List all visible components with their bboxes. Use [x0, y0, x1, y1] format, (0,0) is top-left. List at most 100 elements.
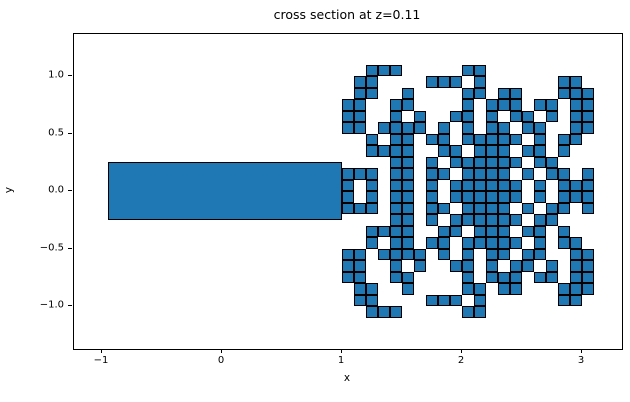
mesh-cell: [510, 179, 522, 191]
mesh-cell: [426, 202, 438, 214]
mesh-cell: [522, 122, 534, 134]
mesh-cell: [534, 145, 546, 157]
mesh-cell: [534, 271, 546, 283]
mesh-cell: [486, 99, 498, 111]
mesh-cell: [414, 260, 426, 272]
mesh-cell: [366, 306, 378, 318]
mesh-cell: [426, 294, 438, 306]
mesh-cell: [462, 133, 474, 145]
mesh-cell: [570, 99, 582, 111]
mesh-cell: [354, 87, 366, 99]
mesh-cell: [390, 306, 402, 318]
mesh-cell: [558, 283, 570, 295]
x-tick-mark: [221, 349, 222, 353]
mesh-cell: [414, 122, 426, 134]
mesh-cell: [354, 294, 366, 306]
mesh-cell: [498, 168, 510, 180]
mesh-cell: [534, 179, 546, 191]
mesh-cell: [354, 271, 366, 283]
mesh-cell: [390, 145, 402, 157]
mesh-cell: [510, 237, 522, 249]
mesh-cell: [570, 191, 582, 203]
mesh-cell: [570, 179, 582, 191]
mesh-cell: [354, 99, 366, 111]
x-axis-label: x: [343, 372, 351, 384]
mesh-cell: [534, 225, 546, 237]
mesh-cell: [462, 191, 474, 203]
mesh-cell: [378, 248, 390, 260]
mesh-cell: [582, 87, 594, 99]
mesh-cell: [462, 260, 474, 272]
mesh-cell: [510, 271, 522, 283]
mesh-cell: [438, 225, 450, 237]
x-tick-mark: [461, 349, 462, 353]
mesh-cell: [582, 179, 594, 191]
mesh-cell: [534, 156, 546, 168]
mesh-cell: [474, 87, 486, 99]
mesh-cell: [486, 191, 498, 203]
mesh-cell: [342, 122, 354, 134]
mesh-cell: [498, 271, 510, 283]
mesh-cell: [462, 179, 474, 191]
mesh-cell: [474, 145, 486, 157]
y-tick-mark: [68, 247, 72, 249]
mesh-cell: [498, 133, 510, 145]
mesh-cell: [474, 76, 486, 88]
mesh-cell: [582, 283, 594, 295]
mesh-cell: [498, 179, 510, 191]
mesh-cell: [486, 260, 498, 272]
mesh-cell: [390, 133, 402, 145]
mesh-cell: [450, 76, 462, 88]
mesh-cell: [582, 168, 594, 180]
mesh-cell: [402, 168, 414, 180]
mesh-cell: [558, 225, 570, 237]
mesh-cell: [426, 179, 438, 191]
mesh-cell: [558, 76, 570, 88]
mesh-cell: [486, 122, 498, 134]
mesh-cell: [450, 110, 462, 122]
mesh-cell: [402, 214, 414, 226]
mesh-cell: [498, 156, 510, 168]
mesh-cell: [390, 202, 402, 214]
mesh-cell: [450, 191, 462, 203]
mesh-cell: [462, 168, 474, 180]
mesh-cell: [510, 283, 522, 295]
mesh-cell: [486, 133, 498, 145]
plot-title: cross section at z=0.11: [273, 7, 421, 22]
mesh-cell: [438, 76, 450, 88]
mesh-cell: [366, 145, 378, 157]
mesh-cell: [402, 133, 414, 145]
mesh-cell: [582, 248, 594, 260]
mesh-cell: [402, 202, 414, 214]
mesh-cell: [342, 168, 354, 180]
mesh-cell: [462, 214, 474, 226]
x-tick-mark: [581, 349, 582, 353]
mesh-cell: [462, 306, 474, 318]
mesh-cell: [510, 214, 522, 226]
mesh-cell: [462, 248, 474, 260]
mesh-cell: [570, 87, 582, 99]
mesh-cell: [390, 99, 402, 111]
mesh-cell: [354, 122, 366, 134]
mesh-cell: [498, 145, 510, 157]
x-tick-label: 1: [337, 355, 345, 366]
x-tick-label: 3: [577, 355, 585, 366]
mesh-cell: [426, 76, 438, 88]
mesh-cell: [558, 202, 570, 214]
mesh-cell: [390, 122, 402, 134]
mesh-cell: [474, 168, 486, 180]
mesh-cell: [534, 214, 546, 226]
mesh-cell: [474, 283, 486, 295]
mesh-cell: [546, 271, 558, 283]
mesh-cell: [474, 64, 486, 76]
mesh-cell: [498, 202, 510, 214]
mesh-cell: [510, 99, 522, 111]
mesh-cell: [486, 237, 498, 249]
mesh-cell: [462, 87, 474, 99]
mesh-cell: [378, 145, 390, 157]
mesh-cell: [486, 214, 498, 226]
mesh-cell: [570, 260, 582, 272]
mesh-cell: [366, 133, 378, 145]
mesh-cell: [450, 294, 462, 306]
